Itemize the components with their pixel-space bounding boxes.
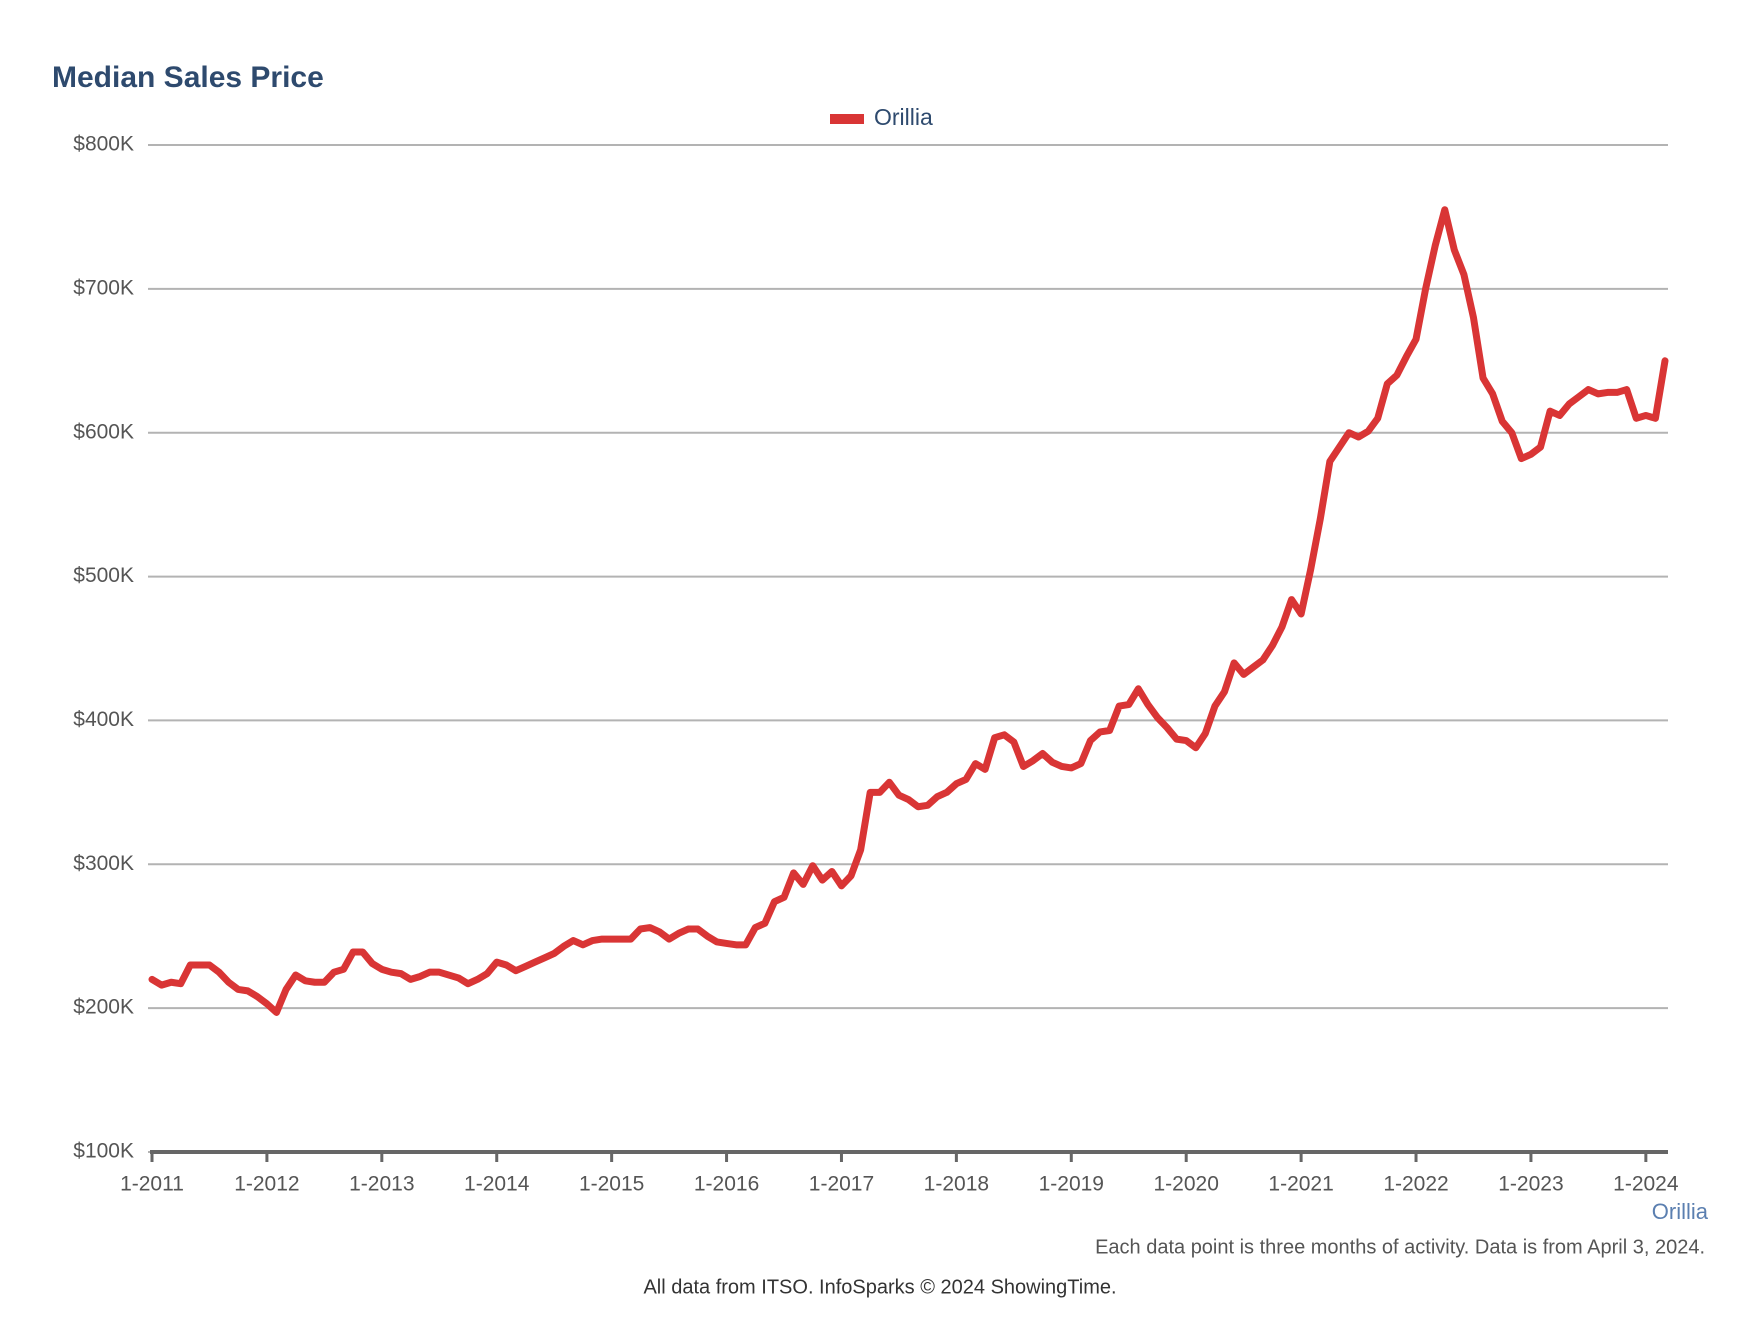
y-tick-label: $400K: [73, 708, 134, 731]
y-tick-label: $800K: [73, 133, 134, 156]
x-tick-label: 1-2017: [809, 1173, 874, 1196]
x-tick-label: 1-2021: [1268, 1173, 1333, 1196]
x-tick-label: 1-2022: [1383, 1173, 1448, 1196]
y-tick-label: $700K: [73, 276, 134, 299]
x-tick-label: 1-2013: [349, 1173, 414, 1196]
legend-label: Orillia: [874, 104, 933, 130]
x-tick-label: 1-2015: [579, 1173, 644, 1196]
y-tick-label: $100K: [73, 1140, 134, 1163]
x-tick-label: 1-2023: [1498, 1173, 1563, 1196]
x-tick-label: 1-2024: [1613, 1173, 1679, 1196]
data-line: [148, 206, 1669, 1016]
legend-swatch: [830, 114, 864, 124]
x-tick-label: 1-2014: [464, 1173, 530, 1196]
x-tick-label: 1-2019: [1039, 1173, 1104, 1196]
chart-title: Median Sales Price: [52, 61, 324, 94]
y-tick-label: $600K: [73, 420, 134, 443]
x-tick-label: 1-2018: [924, 1173, 989, 1196]
source-note: All data from ITSO. InfoSparks © 2024 Sh…: [643, 1276, 1116, 1298]
x-tick-label: 1-2016: [694, 1173, 759, 1196]
y-tick-label: $500K: [73, 564, 134, 587]
x-tick-label: 1-2020: [1154, 1173, 1219, 1196]
y-tick-label: $200K: [73, 996, 134, 1019]
y-tick-label: $300K: [73, 852, 134, 875]
x-tick-label: 1-2011: [120, 1173, 184, 1196]
series-label: Orillia: [1652, 1199, 1709, 1224]
footnote: Each data point is three months of activ…: [1095, 1236, 1705, 1258]
x-tick-label: 1-2012: [234, 1173, 299, 1196]
